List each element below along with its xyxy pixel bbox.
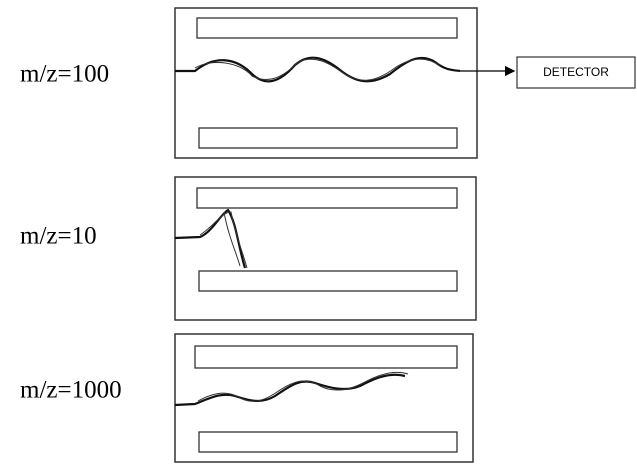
panel: m/z=10 <box>20 176 477 321</box>
quadrupole-frame <box>174 7 478 159</box>
rod <box>196 187 458 209</box>
quadrupole-frame <box>174 333 474 463</box>
rod <box>198 431 458 453</box>
mz-label: m/z=100 <box>20 61 109 88</box>
rod <box>198 270 458 292</box>
rod <box>196 17 458 39</box>
quadrupole-frame <box>174 176 477 321</box>
ion-path <box>174 373 406 407</box>
mz-label: m/z=10 <box>20 223 97 250</box>
panel: m/z=1000 <box>20 333 474 463</box>
panel: DETECTOR m/z=100 <box>20 7 636 159</box>
mz-label: m/z=1000 <box>20 377 122 404</box>
rod <box>198 127 458 149</box>
rod <box>194 345 458 369</box>
ion-path <box>194 58 441 81</box>
detector-label: DETECTOR <box>543 65 609 79</box>
detector-box <box>516 56 636 89</box>
ion-path <box>197 371 409 402</box>
ion-path <box>174 208 247 269</box>
ion-path <box>199 211 248 269</box>
ion-path <box>175 56 461 83</box>
